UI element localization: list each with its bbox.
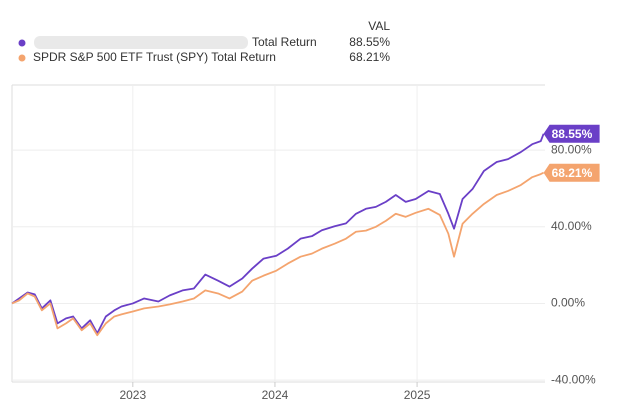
legend-value: 68.21% [349,50,390,64]
legend-header: VAL [368,19,390,33]
x-tick-label: 2023 [119,388,146,402]
x-tick-label: 2025 [404,388,431,402]
y-tick-label: 80.00% [551,142,592,156]
redacted-name [34,36,248,49]
legend-label: SPDR S&P 500 ETF Trust (SPY) Total Retur… [33,50,276,64]
x-tick-label: 2024 [262,388,289,402]
y-tick-label: -40.00% [551,372,596,386]
legend-label: Total Return [252,35,317,49]
y-tick-label: 40.00% [551,219,592,233]
legend-dot [18,54,26,62]
series-line [11,133,545,335]
series-line [11,171,544,337]
legend-dot [18,39,26,47]
end-tag [543,124,600,143]
end-tag-label: 88.55% [552,127,593,141]
end-tag-label: 68.21% [552,166,593,180]
legend-value: 88.55% [349,35,390,49]
y-tick-label: 0.00% [551,296,585,310]
end-tag [543,163,600,182]
